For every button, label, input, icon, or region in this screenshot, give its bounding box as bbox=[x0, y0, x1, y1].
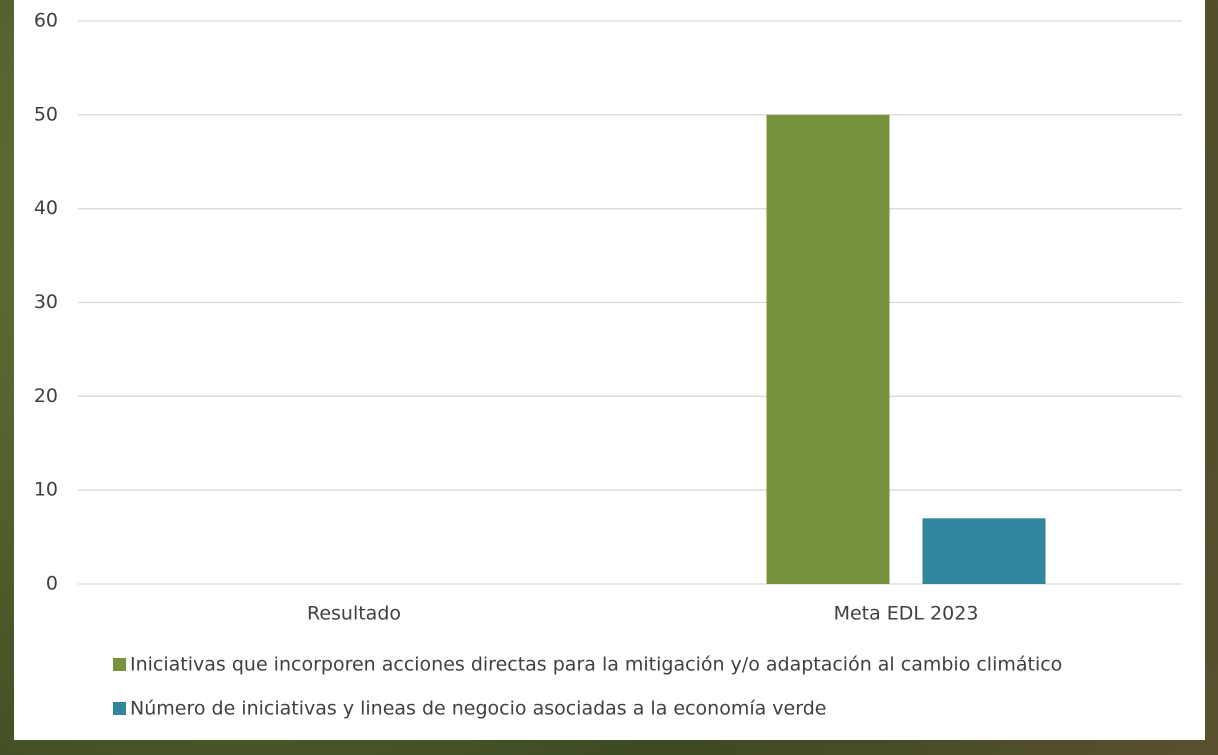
bar bbox=[922, 518, 1046, 584]
legend-label: Número de iniciativas y lineas de negoci… bbox=[130, 698, 826, 720]
y-tick-label: 50 bbox=[34, 103, 58, 125]
y-tick-label: 30 bbox=[34, 291, 58, 313]
chart-panel bbox=[14, 0, 1205, 740]
x-tick-label: Meta EDL 2023 bbox=[834, 603, 979, 625]
y-tick-label: 60 bbox=[34, 10, 58, 32]
legend-swatch bbox=[113, 702, 126, 715]
x-tick-label: Resultado bbox=[307, 603, 401, 625]
y-tick-label: 20 bbox=[34, 385, 58, 407]
bar bbox=[766, 114, 890, 584]
legend-swatch bbox=[113, 658, 126, 671]
y-tick-label: 40 bbox=[34, 197, 58, 219]
y-tick-label: 0 bbox=[46, 573, 58, 595]
legend-label: Iniciativas que incorporen acciones dire… bbox=[130, 654, 1062, 676]
y-tick-label: 10 bbox=[34, 479, 58, 501]
